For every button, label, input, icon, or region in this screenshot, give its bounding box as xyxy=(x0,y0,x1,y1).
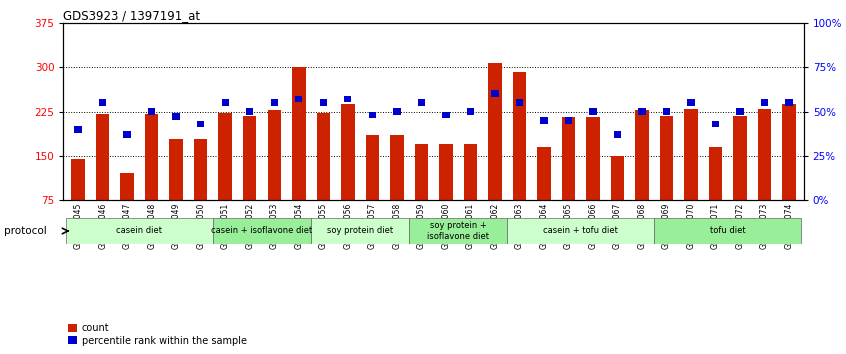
Bar xyxy=(418,99,425,106)
Bar xyxy=(271,99,278,106)
Bar xyxy=(311,218,409,244)
Bar xyxy=(464,144,477,200)
Bar xyxy=(684,109,698,200)
Bar xyxy=(492,91,498,97)
Text: protocol: protocol xyxy=(4,226,47,236)
Bar xyxy=(442,112,449,118)
Bar xyxy=(316,113,330,200)
Bar xyxy=(711,120,719,127)
Bar xyxy=(586,118,600,200)
Bar xyxy=(295,96,303,103)
Bar xyxy=(761,99,768,106)
Bar xyxy=(655,218,801,244)
Bar xyxy=(562,118,575,200)
Bar xyxy=(662,108,670,115)
Bar xyxy=(635,110,649,200)
Bar xyxy=(467,108,474,115)
Bar xyxy=(222,99,229,106)
Bar xyxy=(344,96,351,103)
Bar xyxy=(369,112,376,118)
Bar xyxy=(169,139,183,200)
Bar xyxy=(733,116,747,200)
Bar xyxy=(537,147,551,200)
Text: casein + isoflavone diet: casein + isoflavone diet xyxy=(212,227,313,235)
Bar xyxy=(736,108,744,115)
Bar xyxy=(267,110,281,200)
Bar xyxy=(66,218,212,244)
Bar xyxy=(71,159,85,200)
Bar xyxy=(96,114,109,200)
Bar xyxy=(687,99,695,106)
Bar xyxy=(365,135,379,200)
Bar xyxy=(246,108,254,115)
Bar xyxy=(197,120,205,127)
Legend: count, percentile rank within the sample: count, percentile rank within the sample xyxy=(69,323,247,346)
Bar xyxy=(611,156,624,200)
Bar xyxy=(415,144,428,200)
Bar xyxy=(709,147,722,200)
Bar xyxy=(783,104,796,200)
Bar xyxy=(213,218,310,244)
Bar xyxy=(99,99,107,106)
Text: casein diet: casein diet xyxy=(117,227,162,235)
Bar xyxy=(540,117,547,124)
Text: casein + tofu diet: casein + tofu diet xyxy=(543,227,618,235)
Bar xyxy=(758,109,772,200)
Bar xyxy=(564,117,572,124)
Text: soy protein +
isoflavone diet: soy protein + isoflavone diet xyxy=(427,221,489,241)
Bar xyxy=(638,108,645,115)
Bar xyxy=(409,218,507,244)
Bar xyxy=(393,108,400,115)
Bar xyxy=(508,218,654,244)
Bar xyxy=(145,114,158,200)
Bar xyxy=(516,99,523,106)
Bar xyxy=(218,113,232,200)
Bar xyxy=(74,126,82,132)
Bar xyxy=(589,108,596,115)
Bar xyxy=(243,116,256,200)
Bar xyxy=(124,131,131,138)
Bar xyxy=(148,108,156,115)
Bar xyxy=(660,116,673,200)
Bar xyxy=(173,113,180,120)
Bar xyxy=(292,67,305,200)
Bar xyxy=(488,63,502,200)
Bar xyxy=(785,99,793,106)
Text: soy protein diet: soy protein diet xyxy=(327,227,393,235)
Text: tofu diet: tofu diet xyxy=(710,227,745,235)
Bar xyxy=(439,144,453,200)
Bar xyxy=(390,135,404,200)
Bar xyxy=(341,104,354,200)
Bar xyxy=(613,131,621,138)
Bar xyxy=(513,72,526,200)
Bar xyxy=(120,173,134,200)
Text: GDS3923 / 1397191_at: GDS3923 / 1397191_at xyxy=(63,9,201,22)
Bar xyxy=(194,139,207,200)
Bar xyxy=(320,99,327,106)
